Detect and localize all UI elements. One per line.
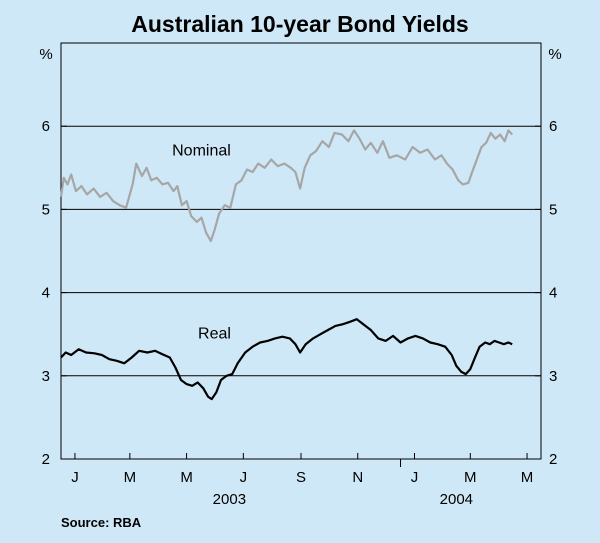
x-tick-label: J <box>240 469 248 486</box>
source-note: Source: RBA <box>61 515 142 530</box>
y-unit-right: % <box>548 46 561 63</box>
plot-area <box>60 42 542 460</box>
x-tick-label: M <box>124 469 137 486</box>
y-tick-label-left: 4 <box>42 285 50 302</box>
y-tick-label-right: 4 <box>549 285 557 302</box>
y-tick-label-left: 3 <box>42 368 50 385</box>
x-year-label: 2003 <box>213 491 246 508</box>
y-tick-label-right: 5 <box>549 201 557 218</box>
series-line-real <box>60 318 513 401</box>
y-tick-label-right: 2 <box>549 451 557 468</box>
series-line-nominal <box>59 129 514 243</box>
x-axis: J M M J S N J M M 2003 2004 <box>71 453 533 508</box>
x-year-label: 2004 <box>440 491 473 508</box>
x-tick-label: N <box>352 469 363 486</box>
x-tick-label: M <box>521 469 534 486</box>
series-lines <box>59 129 514 401</box>
chart-title: Australian 10-year Bond Yields <box>131 11 468 37</box>
series-label-nominal: Nominal <box>172 142 231 159</box>
y-tick-label-left: 5 <box>42 201 50 218</box>
y-unit-left: % <box>39 46 52 63</box>
x-tick-label: J <box>71 469 79 486</box>
x-tick-label: M <box>464 469 477 486</box>
y-axis-right: 2 3 4 5 6 <box>535 118 557 468</box>
y-axis-left: 2 3 4 5 6 <box>42 118 67 468</box>
x-tick-label: J <box>411 469 419 486</box>
y-tick-label-right: 3 <box>549 368 557 385</box>
y-tick-label-left: 2 <box>42 451 50 468</box>
y-tick-label-right: 6 <box>549 118 557 135</box>
x-tick-label: M <box>180 469 193 486</box>
y-tick-label-left: 6 <box>42 118 50 135</box>
series-label-real: Real <box>198 325 231 342</box>
series-annotations: Nominal Real <box>172 142 231 342</box>
gridlines <box>61 125 541 377</box>
x-tick-label: S <box>296 469 306 486</box>
